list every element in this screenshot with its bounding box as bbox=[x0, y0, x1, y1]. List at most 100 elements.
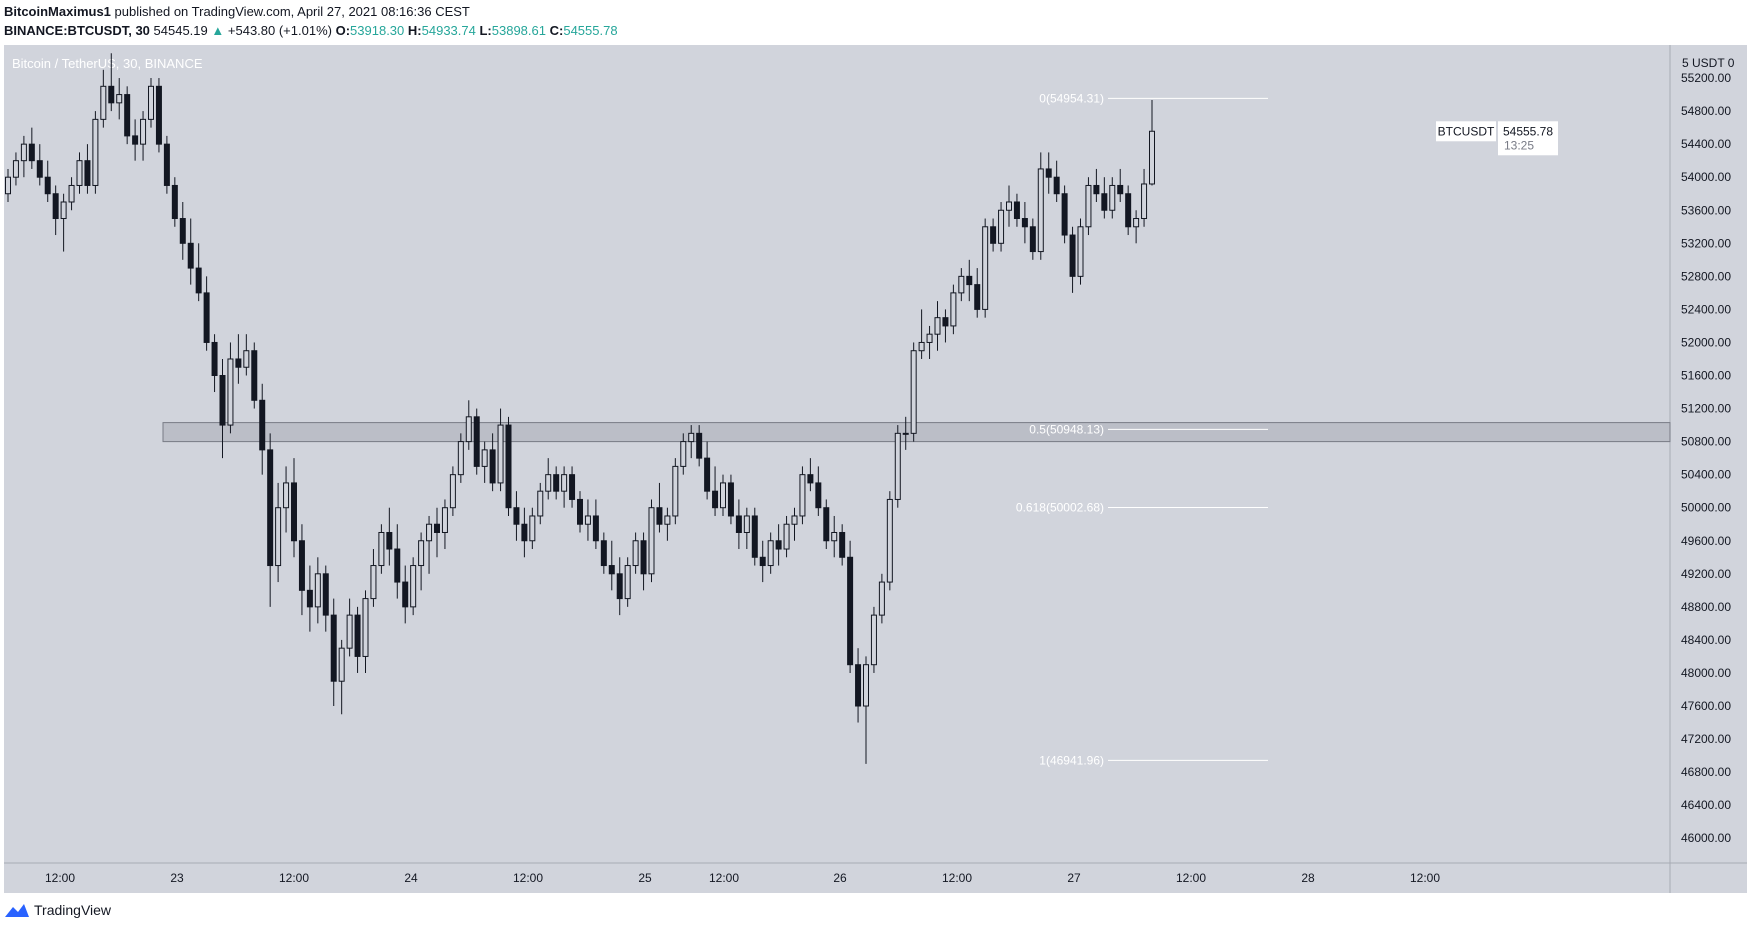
candle-body[interactable] bbox=[775, 540, 782, 550]
candle-body[interactable] bbox=[513, 507, 520, 525]
candle-body[interactable] bbox=[592, 515, 599, 542]
candle-body[interactable] bbox=[656, 507, 663, 525]
candle-body[interactable] bbox=[5, 176, 11, 195]
candle-body[interactable] bbox=[974, 284, 981, 310]
candle-body[interactable] bbox=[100, 85, 107, 120]
candle-body[interactable] bbox=[92, 118, 99, 186]
candle-body[interactable] bbox=[362, 598, 369, 657]
candle-body[interactable] bbox=[76, 160, 83, 186]
candle-body[interactable] bbox=[314, 573, 321, 608]
candle-body[interactable] bbox=[410, 565, 417, 608]
candle-body[interactable] bbox=[346, 614, 353, 649]
candle-body[interactable] bbox=[521, 523, 528, 542]
candle-body[interactable] bbox=[855, 664, 862, 707]
candle-body[interactable] bbox=[386, 531, 393, 550]
candle-body[interactable] bbox=[735, 515, 742, 533]
candle-body[interactable] bbox=[394, 548, 401, 583]
candle-body[interactable] bbox=[696, 432, 703, 459]
candle-body[interactable] bbox=[465, 416, 472, 443]
candle-body[interactable] bbox=[1029, 226, 1036, 253]
candle-body[interactable] bbox=[291, 482, 297, 542]
candle-body[interactable] bbox=[267, 449, 274, 567]
candle-body[interactable] bbox=[473, 416, 480, 467]
candle-body[interactable] bbox=[545, 474, 552, 492]
candle-body[interactable] bbox=[195, 267, 202, 294]
plot-area[interactable] bbox=[4, 45, 1670, 863]
candle-body[interactable] bbox=[20, 143, 27, 162]
candle-body[interactable] bbox=[799, 474, 806, 517]
candle-body[interactable] bbox=[926, 333, 933, 343]
candle-body[interactable] bbox=[330, 614, 337, 682]
candle-body[interactable] bbox=[720, 482, 726, 509]
candle-body[interactable] bbox=[608, 565, 615, 575]
candle-body[interactable] bbox=[577, 498, 583, 525]
candle-body[interactable] bbox=[553, 474, 560, 492]
candle-body[interactable] bbox=[259, 399, 266, 451]
candle-body[interactable] bbox=[1069, 234, 1076, 277]
candle-body[interactable] bbox=[370, 565, 377, 600]
candle-body[interactable] bbox=[171, 184, 178, 220]
candle-body[interactable] bbox=[727, 482, 734, 517]
candle-body[interactable] bbox=[116, 94, 123, 104]
candle-body[interactable] bbox=[1125, 193, 1132, 228]
candle-body[interactable] bbox=[1085, 184, 1092, 228]
candle-body[interactable] bbox=[600, 540, 607, 567]
candle-body[interactable] bbox=[751, 515, 758, 558]
candle-body[interactable] bbox=[108, 85, 115, 104]
candle-body[interactable] bbox=[402, 581, 409, 608]
candle-body[interactable] bbox=[942, 317, 949, 327]
candle-body[interactable] bbox=[163, 143, 170, 186]
candle-body[interactable] bbox=[418, 540, 425, 567]
candle-body[interactable] bbox=[1045, 168, 1052, 178]
candle-body[interactable] bbox=[878, 581, 885, 616]
candle-body[interactable] bbox=[124, 94, 131, 137]
candle-body[interactable] bbox=[235, 358, 242, 368]
candle-body[interactable] bbox=[306, 589, 313, 608]
candle-body[interactable] bbox=[68, 184, 75, 203]
candle-body[interactable] bbox=[759, 556, 766, 567]
candle-body[interactable] bbox=[982, 226, 989, 310]
candle-body[interactable] bbox=[140, 118, 147, 145]
candle-body[interactable] bbox=[84, 160, 91, 186]
candle-body[interactable] bbox=[1037, 168, 1044, 253]
candle-body[interactable] bbox=[322, 573, 329, 616]
candle-body[interactable] bbox=[283, 482, 290, 509]
candle-body[interactable] bbox=[990, 226, 997, 244]
candle-body[interactable] bbox=[783, 523, 790, 550]
candle-body[interactable] bbox=[243, 350, 250, 368]
candle-body[interactable] bbox=[561, 474, 568, 492]
candle-body[interactable] bbox=[632, 540, 639, 567]
candle-body[interactable] bbox=[1141, 183, 1148, 220]
candle-body[interactable] bbox=[52, 193, 59, 220]
candle-body[interactable] bbox=[1109, 184, 1116, 211]
candle-body[interactable] bbox=[910, 350, 917, 434]
candle-body[interactable] bbox=[219, 375, 226, 426]
candle-body[interactable] bbox=[680, 441, 687, 467]
candle-body[interactable] bbox=[1149, 130, 1155, 185]
candle-body[interactable] bbox=[251, 350, 258, 401]
candle-body[interactable] bbox=[584, 515, 591, 525]
candle-body[interactable] bbox=[672, 465, 679, 517]
candle-body[interactable] bbox=[298, 540, 305, 591]
candle-body[interactable] bbox=[886, 498, 893, 583]
candle-body[interactable] bbox=[457, 441, 464, 476]
candle-body[interactable] bbox=[441, 507, 448, 533]
candle-body[interactable] bbox=[227, 358, 234, 426]
candle-body[interactable] bbox=[863, 664, 869, 707]
candle-body[interactable] bbox=[275, 507, 282, 567]
candle-body[interactable] bbox=[211, 341, 218, 377]
candle-body[interactable] bbox=[489, 449, 496, 484]
candle-body[interactable] bbox=[497, 424, 504, 484]
candle-body[interactable] bbox=[569, 474, 576, 500]
candle-body[interactable] bbox=[1021, 218, 1028, 228]
candle-body[interactable] bbox=[823, 507, 830, 542]
candle-body[interactable] bbox=[1101, 193, 1108, 211]
candle-body[interactable] bbox=[870, 614, 877, 666]
candle-body[interactable] bbox=[704, 457, 711, 492]
candle-body[interactable] bbox=[529, 515, 536, 542]
candle-body[interactable] bbox=[847, 556, 854, 666]
candle-body[interactable] bbox=[767, 540, 774, 567]
candle-body[interactable] bbox=[1093, 184, 1100, 195]
candle-body[interactable] bbox=[338, 647, 345, 682]
candle-body[interactable] bbox=[1077, 226, 1084, 277]
